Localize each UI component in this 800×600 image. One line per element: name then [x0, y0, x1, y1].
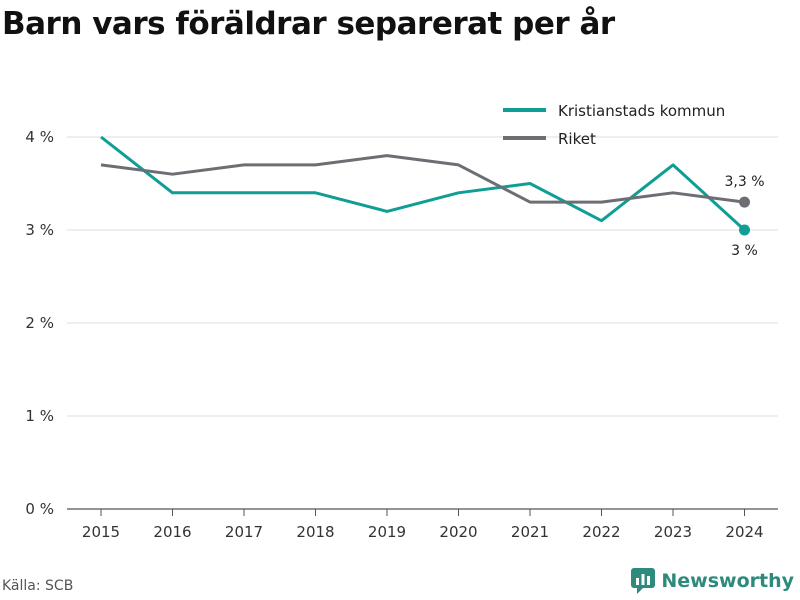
brand-name: Newsworthy [661, 570, 794, 592]
legend-label: Riket [558, 130, 596, 148]
x-tick-label: 2022 [582, 523, 620, 541]
end-point-riket [739, 196, 750, 208]
y-tick-label: 1 % [25, 407, 54, 425]
x-tick-label: 2024 [725, 523, 763, 541]
series-line-kristianstad [100, 135, 746, 232]
x-tick-label: 2020 [439, 523, 477, 541]
brand-logo: Newsworthy [631, 568, 794, 594]
x-tick-label: 2021 [511, 523, 549, 541]
end-point-kristianstad [739, 224, 750, 236]
end-label-riket: 3,3 % [724, 174, 764, 190]
x-tick-label: 2019 [368, 523, 406, 541]
series-line-riket [100, 154, 745, 204]
y-tick-label: 3 % [25, 221, 54, 239]
x-tick-label: 2017 [225, 523, 263, 541]
y-tick-label: 0 % [25, 500, 54, 518]
newsworthy-icon [631, 568, 656, 594]
x-tick-label: 2016 [153, 523, 191, 541]
legend-label: Kristianstads kommun [558, 102, 725, 120]
x-tick-label: 2023 [654, 523, 692, 541]
end-label-kristianstad: 3 % [731, 243, 758, 259]
source-note: Källa: SCB [2, 578, 74, 594]
x-tick-label: 2018 [296, 523, 334, 541]
y-tick-label: 2 % [25, 314, 54, 332]
y-tick-label: 4 % [25, 128, 54, 146]
x-tick-label: 2015 [82, 523, 120, 541]
page-title: Barn vars föräldrar separerat per år [2, 6, 615, 42]
